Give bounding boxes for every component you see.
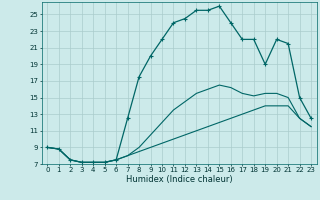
X-axis label: Humidex (Indice chaleur): Humidex (Indice chaleur) — [126, 175, 233, 184]
